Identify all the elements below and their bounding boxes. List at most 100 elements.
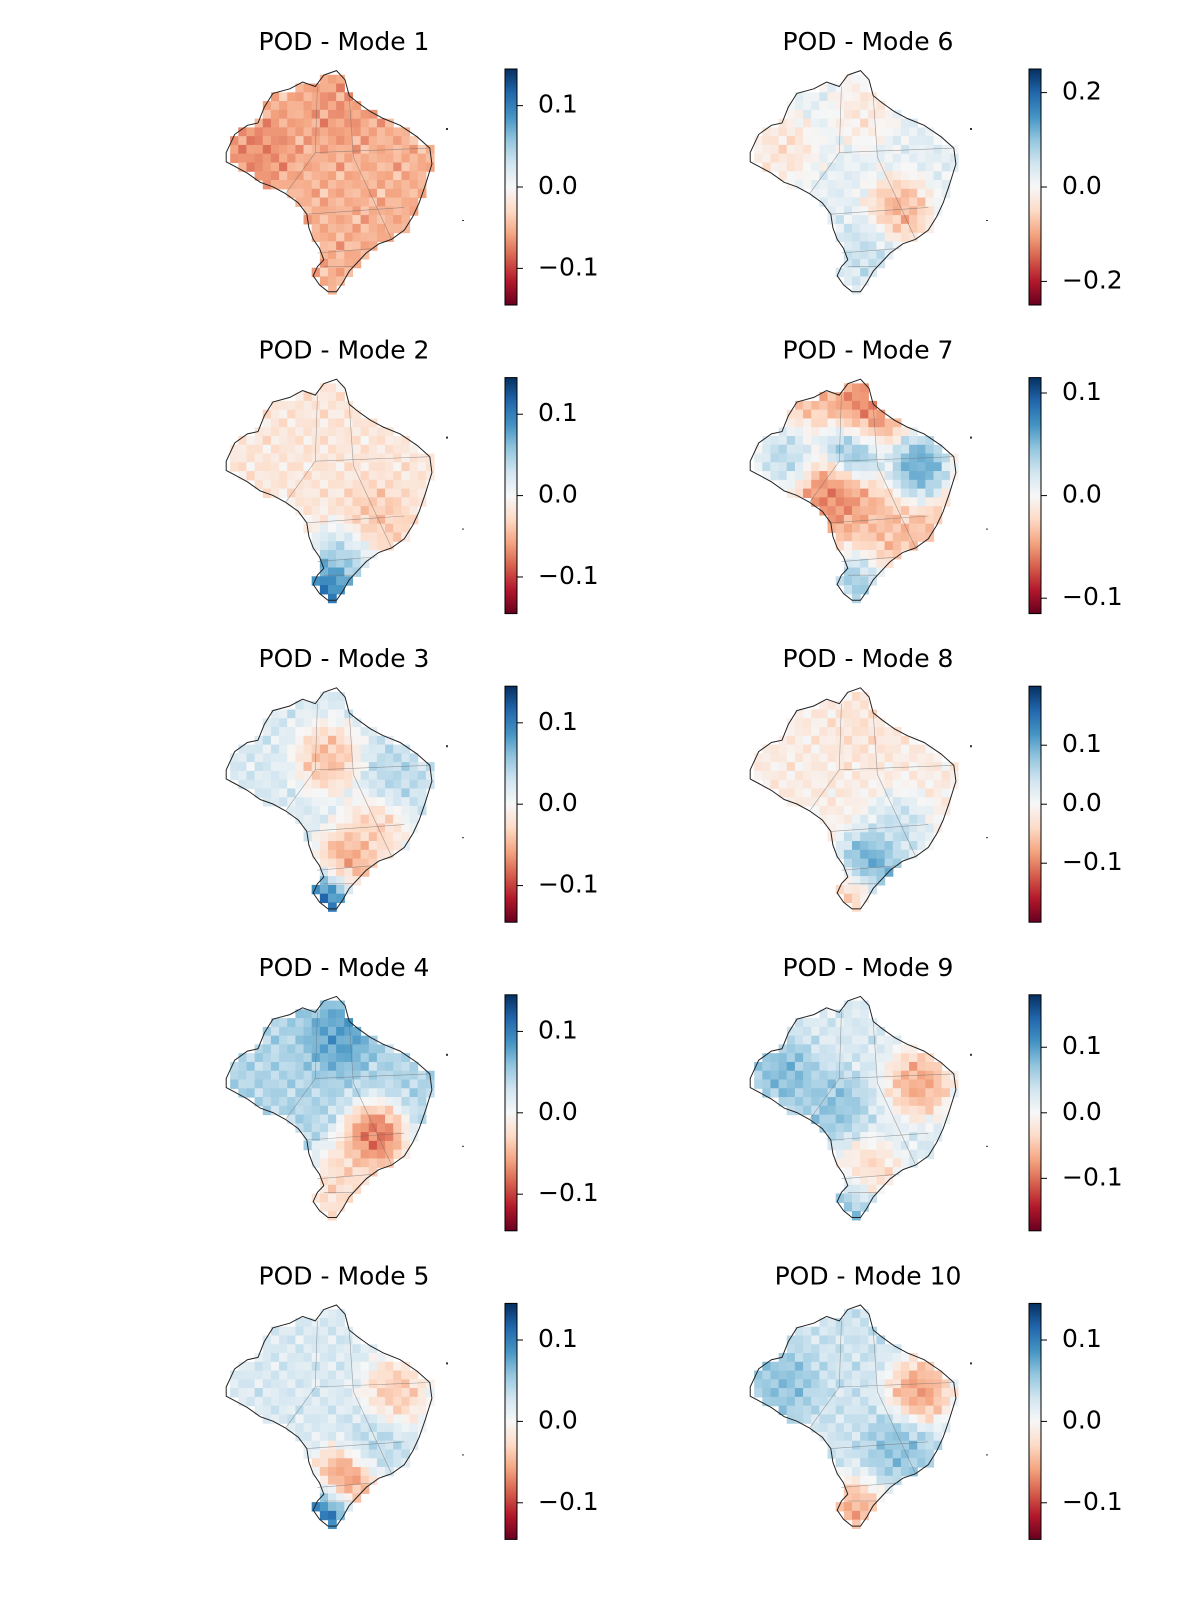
map-cell	[835, 444, 845, 455]
map-cell	[360, 841, 370, 851]
map-cell	[352, 109, 362, 120]
colorbar-tick-label: 0.1	[1062, 729, 1102, 758]
map-cell	[287, 418, 296, 428]
map-cell	[287, 1405, 296, 1415]
map-cell	[868, 180, 878, 190]
map-cell	[311, 392, 321, 402]
map-cell	[794, 92, 804, 102]
map-cell	[868, 1484, 878, 1494]
map-cell	[401, 823, 411, 833]
map-cell	[770, 779, 780, 790]
map-cell	[909, 1423, 918, 1433]
map-cell	[811, 118, 820, 128]
map-cell	[344, 400, 354, 411]
map-cell	[368, 1467, 378, 1477]
map-cell	[900, 1353, 910, 1363]
map-cell	[409, 444, 419, 455]
map-cell	[360, 523, 370, 534]
map-cell	[336, 171, 345, 181]
map-cell	[425, 1088, 435, 1098]
map-cell	[843, 1379, 853, 1389]
map-cell	[868, 1449, 878, 1459]
map-cell	[860, 893, 869, 904]
map-cell	[319, 779, 329, 790]
map-cell	[344, 1018, 354, 1028]
map-cell	[328, 1053, 337, 1063]
map-cell	[819, 1097, 829, 1107]
map-cell	[852, 409, 861, 420]
map-cell	[368, 1167, 378, 1177]
map-cell	[770, 1070, 780, 1081]
map-cell	[360, 232, 370, 242]
map-cell	[270, 162, 280, 172]
map-cell	[409, 1414, 419, 1424]
map-cell	[295, 162, 305, 172]
map-cell	[360, 735, 370, 746]
map-cell	[287, 127, 296, 137]
map-cell	[311, 162, 321, 172]
state-border	[841, 1482, 899, 1488]
map-cell	[246, 1088, 256, 1098]
map-cell	[262, 1344, 272, 1354]
map-cell	[295, 197, 305, 207]
map-cell	[860, 1379, 869, 1389]
map-cell	[843, 735, 853, 746]
map-cell	[811, 453, 820, 463]
map-cell	[360, 814, 370, 825]
pod-panel-3: POD - Mode 30.10.0−0.1	[225, 644, 599, 923]
map-cell	[843, 849, 853, 860]
state-borders	[809, 1320, 954, 1502]
map-cell	[876, 506, 886, 516]
map-cell	[401, 1414, 411, 1424]
map-cell	[843, 549, 853, 560]
map-cell	[425, 153, 435, 164]
map-cell	[303, 1009, 313, 1019]
map-cell	[811, 497, 820, 507]
map-cell	[270, 400, 280, 411]
map-cell	[852, 1423, 861, 1433]
map-cell	[909, 1105, 918, 1116]
map-cell	[860, 1123, 869, 1133]
map-cell	[762, 770, 772, 781]
map-cell	[762, 462, 772, 472]
map-cell	[409, 144, 419, 155]
map-cell	[425, 770, 435, 781]
map-cell	[328, 1097, 337, 1107]
brazil-heatmap	[230, 691, 435, 912]
map-cell	[376, 1379, 386, 1389]
map-cell	[803, 92, 812, 102]
map-cell	[819, 1361, 829, 1372]
map-cell	[876, 1335, 886, 1345]
map-cell	[925, 188, 935, 199]
map-cell	[852, 532, 861, 542]
map-cell	[852, 1105, 861, 1116]
map-cell	[319, 488, 329, 498]
map-cell	[328, 1158, 337, 1168]
map-cell	[295, 1079, 305, 1089]
map-cell	[393, 506, 402, 516]
map-cell	[909, 1388, 918, 1398]
map-cell	[794, 779, 804, 790]
map-cell	[336, 1440, 345, 1451]
map-cell	[295, 727, 305, 737]
map-cell	[884, 1449, 894, 1459]
map-cell	[270, 1396, 280, 1407]
map-cell	[843, 1044, 853, 1054]
map-cell	[892, 1379, 902, 1389]
map-cell	[843, 744, 853, 754]
map-cell	[860, 770, 869, 781]
map-cell	[786, 1035, 796, 1046]
map-cell	[328, 876, 337, 886]
map-cell	[336, 241, 345, 251]
map-cell	[876, 1449, 886, 1459]
map-cell	[794, 1026, 804, 1037]
map-cell	[328, 136, 337, 146]
map-cell	[393, 479, 402, 490]
map-cell	[925, 435, 935, 446]
map-cell	[868, 1149, 878, 1160]
map-cell	[376, 453, 386, 463]
colorbar	[504, 68, 518, 306]
map-cell	[819, 709, 829, 719]
map-cell	[835, 215, 845, 225]
map-cell	[892, 514, 902, 525]
